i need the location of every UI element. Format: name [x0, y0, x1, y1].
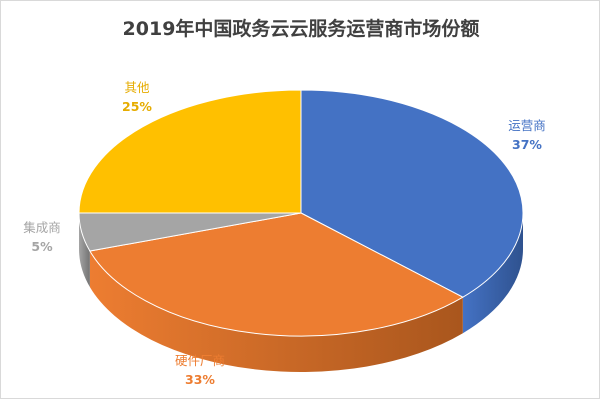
label-slice-3: 其他 25% — [102, 78, 172, 116]
label-slice-0: 运营商 37% — [492, 116, 562, 154]
label-slice-2: 集成商 5% — [2, 218, 82, 256]
pie-side-1 — [89, 251, 463, 372]
label-slice-1: 硬件厂商 33% — [155, 351, 245, 389]
label-slice-2-value: 5% — [31, 239, 53, 254]
label-slice-2-name: 集成商 — [23, 220, 61, 235]
label-slice-0-name: 运营商 — [508, 118, 546, 133]
label-slice-0-value: 37% — [512, 137, 542, 152]
chart-title: 2019年中国政务云云服务运营商市场份额 — [122, 18, 480, 40]
pie-side-0 — [462, 213, 523, 334]
label-slice-1-name: 硬件厂商 — [174, 353, 225, 368]
label-slice-1-value: 33% — [185, 372, 215, 387]
pie-slice-3 — [78, 89, 302, 214]
pie-side-2 — [79, 213, 90, 288]
pie-slice-1 — [89, 212, 464, 337]
label-slice-3-name: 其他 — [124, 80, 150, 95]
pie-slice-0 — [300, 89, 524, 298]
label-slice-3-value: 25% — [122, 99, 152, 114]
